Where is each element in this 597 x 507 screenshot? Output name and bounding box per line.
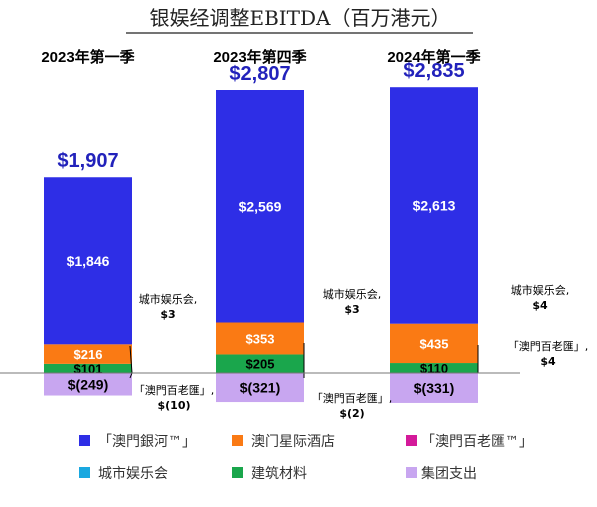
callout-leader xyxy=(129,345,133,374)
callout-value: $3 xyxy=(344,303,359,316)
data-label: $(331) xyxy=(414,380,454,396)
bar-segment xyxy=(216,354,304,373)
bar-segment xyxy=(390,87,478,324)
chart-title: 银娱经调整EBITDA（百万港元） xyxy=(149,6,450,30)
total-label: $1,907 xyxy=(57,150,118,172)
data-label: $205 xyxy=(246,357,275,372)
data-label: $353 xyxy=(246,331,275,346)
callout-value: $3 xyxy=(160,308,175,321)
data-label: $1,846 xyxy=(67,253,110,269)
bar-segment xyxy=(216,90,304,323)
data-label: $110 xyxy=(420,361,448,376)
callout-value: $(10) xyxy=(157,399,190,412)
callout-value: $(2) xyxy=(339,407,364,420)
data-label: $(321) xyxy=(240,380,280,396)
callout-label: 「澳門百老匯」, xyxy=(508,340,589,353)
data-label: $(249) xyxy=(68,376,108,392)
total-label: $2,835 xyxy=(403,60,464,82)
data-label: $2,569 xyxy=(239,198,282,214)
callout-label: 城市娱乐会, xyxy=(511,283,570,297)
callout-label: 城市娱乐会, xyxy=(323,287,382,301)
data-label: $435 xyxy=(420,336,449,351)
bar-segment xyxy=(44,373,132,396)
category-label: 2023年第四季 xyxy=(213,48,306,66)
data-label: $216 xyxy=(74,347,103,362)
callout-label: 城市娱乐会, xyxy=(139,292,198,306)
bar-segment xyxy=(216,373,304,403)
bar-segment xyxy=(390,373,478,403)
bar-segment xyxy=(44,177,132,345)
callout-value: $4 xyxy=(540,355,556,368)
category-label: 2024年第一季 xyxy=(387,48,480,66)
bar-segment xyxy=(390,363,478,373)
bar-segment xyxy=(44,363,132,373)
category-label: 2023年第一季 xyxy=(41,48,134,66)
callout-label: 「澳門百老匯」, xyxy=(312,392,393,405)
bar-segment xyxy=(44,344,132,364)
bar-segment xyxy=(390,323,478,364)
data-label: $2,613 xyxy=(413,197,456,213)
callout-value: $4 xyxy=(532,299,548,312)
callout-label: 「澳門百老匯」, xyxy=(134,384,215,397)
callout-leader xyxy=(129,372,133,379)
bar-segment xyxy=(216,322,304,355)
total-label: $2,807 xyxy=(229,63,290,85)
